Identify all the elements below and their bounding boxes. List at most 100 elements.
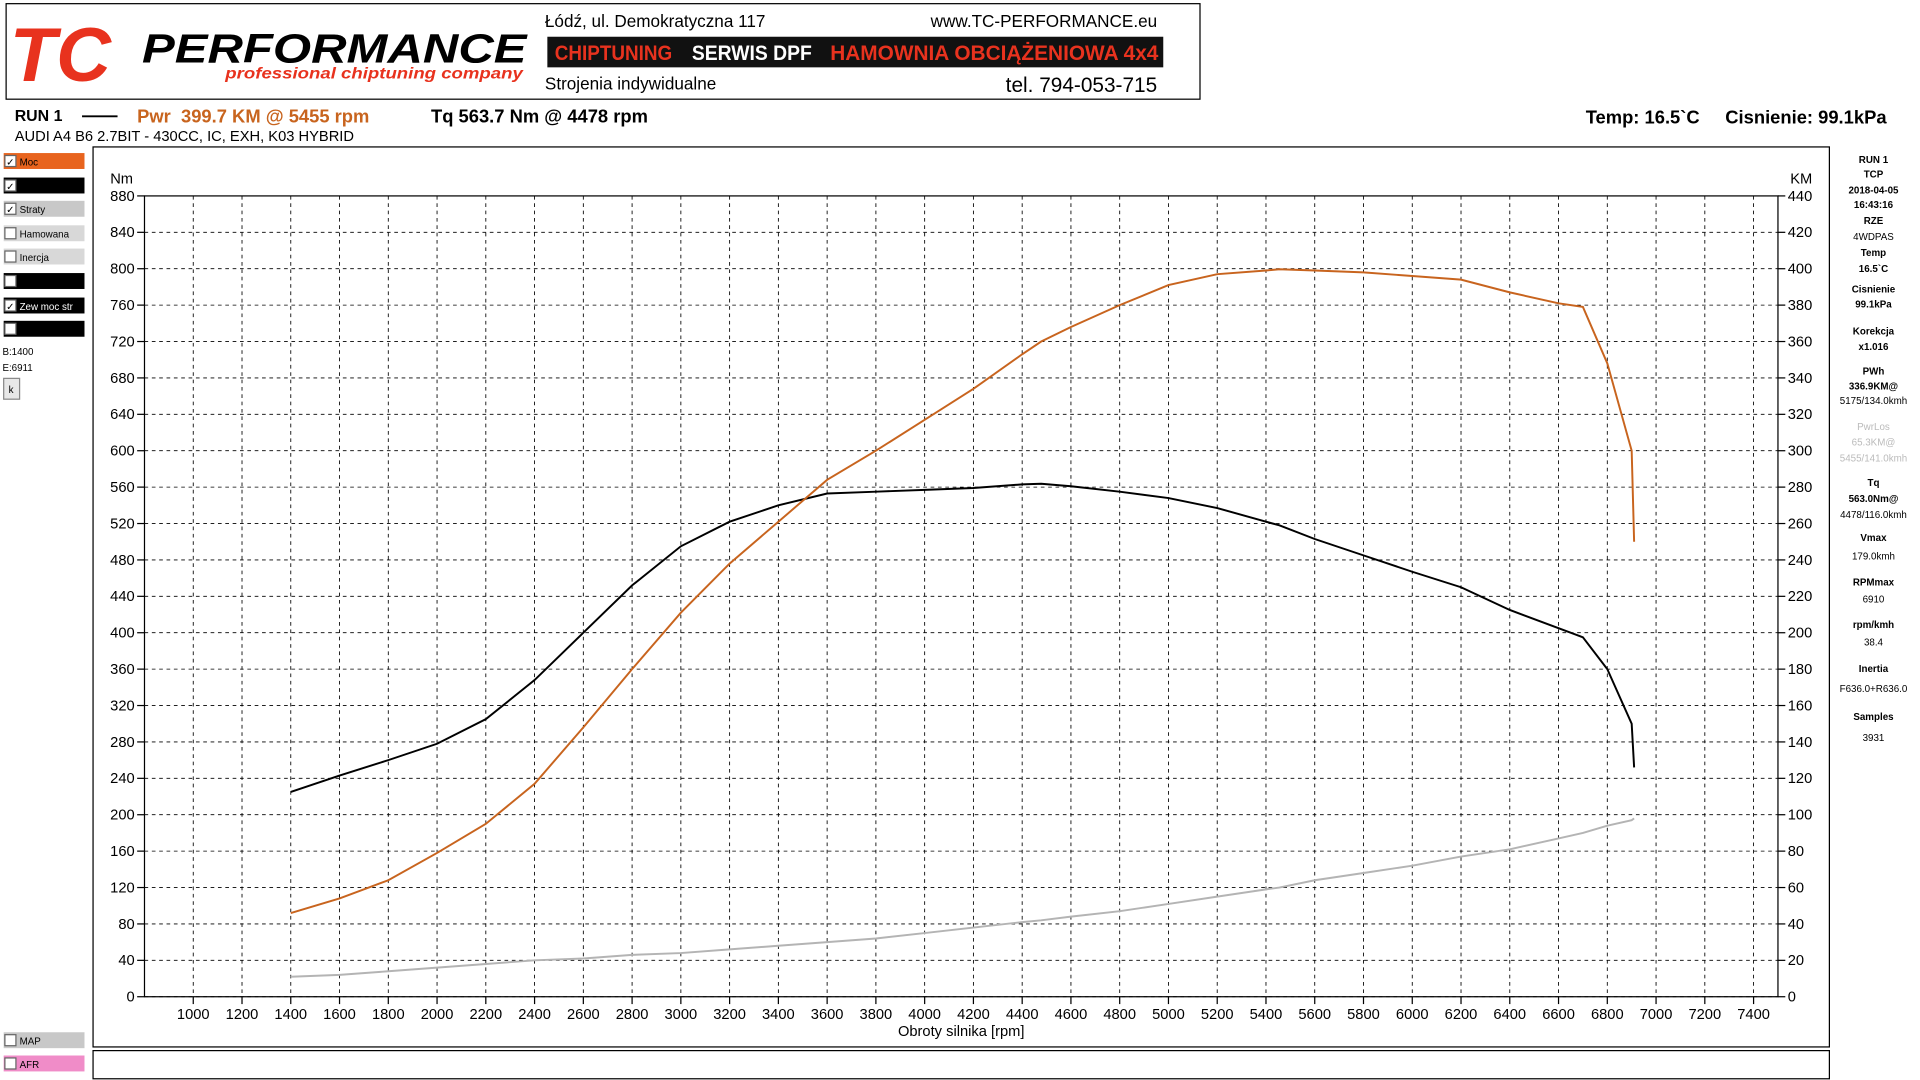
info-line: 99.1kPa: [1855, 299, 1892, 310]
y-tick-label: 0: [127, 990, 135, 1006]
y2-tick-label: 380: [1788, 298, 1813, 314]
toggle-blank[interactable]: [3, 320, 85, 337]
info-line: 336.9KM@: [1849, 381, 1898, 392]
toggle-zew[interactable]: [3, 297, 85, 314]
info-line: rpm/kmh: [1853, 620, 1894, 631]
x-tick-label: 7200: [1688, 1007, 1721, 1023]
toggle-afr[interactable]: [3, 1055, 85, 1072]
y2-tick-label: 60: [1788, 880, 1804, 896]
y-tick-label: 80: [118, 917, 134, 933]
checkbox[interactable]: [4, 250, 17, 263]
info-line: 2018-04-05: [1848, 185, 1899, 196]
y-tick-label: 640: [110, 407, 135, 423]
bottom-frame: [92, 1050, 1830, 1080]
y-tick-label: 280: [110, 735, 135, 751]
info-line: 4WDPAS: [1853, 232, 1894, 243]
logo-tc: TC: [10, 13, 112, 98]
y-tick-label: 360: [110, 662, 135, 678]
y-tick-label: 840: [110, 225, 135, 241]
x-tick-label: 1000: [177, 1007, 210, 1023]
checkbox[interactable]: [4, 322, 17, 335]
y2-tick-label: 180: [1788, 662, 1813, 678]
info-line: Inertia: [1859, 664, 1889, 675]
y2-tick-label: 120: [1788, 771, 1813, 787]
y2-tick-label: 420: [1788, 225, 1813, 241]
header-band: [547, 36, 1164, 68]
toggle-inercja[interactable]: [3, 248, 85, 265]
check: ✓: [6, 205, 14, 216]
info-line: 4478/116.0kmh: [1840, 510, 1907, 521]
y-tick-label: 680: [110, 371, 135, 387]
series-line: [290, 268, 1636, 914]
car-desc: AUDI A4 B6 2.7BIT - 430CC, IC, EXH, K03 …: [15, 129, 354, 145]
checkbox[interactable]: [4, 202, 17, 215]
logo-tagline: professional chiptuning company: [224, 65, 524, 82]
toggle-moc[interactable]: [3, 153, 85, 169]
checkbox[interactable]: [4, 179, 17, 192]
series-line: [290, 482, 1636, 793]
y-tick-label: 720: [110, 334, 135, 350]
check: ✓: [6, 182, 14, 193]
logo-performance: PERFORMANCE: [142, 25, 528, 71]
toggle-blank[interactable]: [3, 273, 85, 289]
range-begin: B:1400: [2, 347, 34, 358]
y-tick-label: 880: [110, 189, 135, 205]
toggle-label: MAP: [20, 1036, 42, 1047]
x-tick-label: 4800: [1103, 1007, 1136, 1023]
y2-tick-label: 200: [1788, 626, 1813, 642]
x-axis-label: Obroty silnika [rpm]: [898, 1024, 1025, 1040]
toggle-straty[interactable]: [3, 200, 85, 217]
checkbox[interactable]: [4, 274, 17, 288]
k-button[interactable]: [3, 377, 21, 400]
x-tick-label: 3000: [665, 1007, 698, 1023]
y2-tick-label: 360: [1788, 334, 1813, 350]
y-tick-label: 160: [110, 844, 135, 860]
x-tick-label: 7000: [1640, 1007, 1673, 1023]
toggle-torque[interactable]: [3, 177, 85, 194]
phone: tel. 794-053-715: [1006, 74, 1157, 97]
y-tick-label: 560: [110, 480, 135, 496]
temp: Temp: 16.5`C: [1586, 107, 1700, 128]
x-tick-label: 2600: [567, 1007, 600, 1023]
y-tick-label: 800: [110, 262, 135, 278]
x-tick-label: 1600: [323, 1007, 356, 1023]
checkbox[interactable]: [4, 299, 17, 312]
info-line: Tq: [1867, 478, 1879, 489]
plot-layer: 1000 1200 1400 1600 1800 2000 2200 2400 2600 2800…: [110, 189, 1812, 1023]
x-tick-label: 6600: [1542, 1007, 1575, 1023]
check: ✓: [6, 157, 14, 168]
toggle-label: Moc: [20, 157, 39, 168]
toggle-hamowana[interactable]: [3, 225, 85, 242]
sidebar: ✓ Moc ✓ ✓ Straty Hamowana Inercja ✓ Zew …: [2, 153, 85, 1072]
checkbox[interactable]: [4, 227, 17, 240]
y-axis-label: Nm: [110, 172, 133, 188]
band-text: CHIPTUNING: [555, 42, 673, 65]
checkbox[interactable]: [4, 1057, 17, 1070]
checkbox[interactable]: [4, 1034, 17, 1047]
info-line: 5455/141.0kmh: [1840, 454, 1907, 465]
x-tick-label: 5400: [1250, 1007, 1283, 1023]
y-tick-label: 320: [110, 698, 135, 714]
toggle-label: Zew moc str: [20, 302, 74, 313]
info-line: 38.4: [1864, 637, 1884, 648]
x-tick-label: 3400: [762, 1007, 795, 1023]
y2-tick-label: 0: [1788, 990, 1796, 1006]
info-line: RZE: [1864, 216, 1884, 227]
info-line: x1.016: [1859, 342, 1889, 353]
x-tick-label: 6800: [1591, 1007, 1624, 1023]
pressure: Cisnienie: 99.1kPa: [1725, 107, 1887, 128]
x-tick-label: 4400: [1006, 1007, 1039, 1023]
x-tick-label: 6000: [1396, 1007, 1429, 1023]
checkbox[interactable]: [4, 154, 17, 168]
toggle-label: Hamowana: [20, 230, 70, 241]
y2-tick-label: 100: [1788, 808, 1813, 824]
x-tick-label: 2200: [469, 1007, 502, 1023]
x-tick-label: 1800: [372, 1007, 405, 1023]
toggle-map[interactable]: [3, 1032, 85, 1049]
x-tick-label: 2800: [616, 1007, 649, 1023]
range-end: E:6911: [2, 363, 32, 374]
run-label: RUN 1: [15, 108, 63, 125]
info-line: 5175/134.0kmh: [1840, 396, 1907, 407]
info-line: Samples: [1853, 712, 1894, 723]
x-tick-label: 7400: [1737, 1007, 1770, 1023]
